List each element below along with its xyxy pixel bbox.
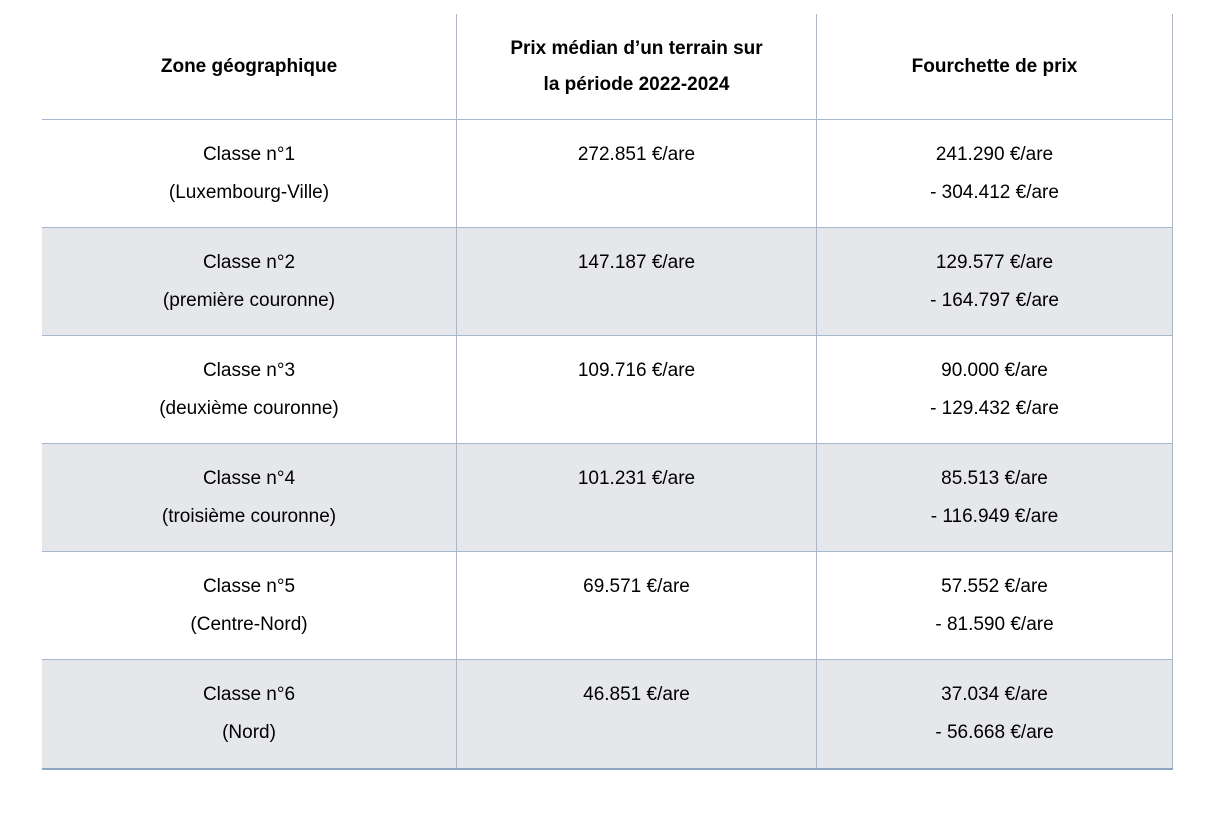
zone-cell: Classe n°5 (Centre-Nord) [42,552,457,659]
median-price-value: 69.571 €/are [583,576,690,597]
median-price-value: 101.231 €/are [577,468,696,489]
zone-cell: Classe n°2 (première couronne) [42,228,457,335]
zone-class-label: Classe n°1 [202,144,296,165]
table-row: Classe n°6 (Nord) 46.851 €/are 37.034 €/… [42,660,1173,768]
range-high-value: - 129.432 €/are [930,398,1059,419]
header-range-label: Fourchette de prix [911,55,1078,77]
range-low-value: 241.290 €/are [935,144,1054,165]
range-high-value: - 304.412 €/are [930,182,1059,203]
price-range-cell: 241.290 €/are - 304.412 €/are [817,120,1173,227]
zone-cell: Classe n°4 (troisième couronne) [42,444,457,551]
header-zone-label: Zone géographique [160,55,338,77]
range-high-value: - 116.949 €/are [930,506,1059,527]
land-price-table: Zone géographique Prix médian d’un terra… [42,14,1173,770]
zone-detail-label: (première couronne) [162,290,336,311]
zone-detail-label: (Nord) [222,722,276,743]
median-price-value: 109.716 €/are [577,360,696,381]
median-price-cell: 147.187 €/are [457,228,817,335]
zone-class-label: Classe n°4 [202,468,296,489]
median-price-cell: 272.851 €/are [457,120,817,227]
table-row: Classe n°2 (première couronne) 147.187 €… [42,228,1173,336]
median-price-cell: 109.716 €/are [457,336,817,443]
range-low-value: 85.513 €/are [941,468,1048,489]
median-price-value: 147.187 €/are [577,252,696,273]
price-range-cell: 57.552 €/are - 81.590 €/are [817,552,1173,659]
price-range-cell: 90.000 €/are - 129.432 €/are [817,336,1173,443]
median-price-cell: 101.231 €/are [457,444,817,551]
median-price-cell: 46.851 €/are [457,660,817,768]
header-price-range-cell: Fourchette de prix [817,14,1173,119]
header-median-line2: la période 2022-2024 [543,73,730,95]
table-row: Classe n°5 (Centre-Nord) 69.571 €/are 57… [42,552,1173,660]
range-high-value: - 81.590 €/are [935,614,1054,635]
table-header-row: Zone géographique Prix médian d’un terra… [42,14,1173,120]
table-row: Classe n°3 (deuxième couronne) 109.716 €… [42,336,1173,444]
price-range-cell: 85.513 €/are - 116.949 €/are [817,444,1173,551]
zone-detail-label: (deuxième couronne) [159,398,339,419]
median-price-value: 46.851 €/are [583,684,690,705]
zone-class-label: Classe n°3 [202,360,296,381]
zone-detail-label: (troisième couronne) [161,506,337,527]
header-zone-cell: Zone géographique [42,14,457,119]
range-high-value: - 56.668 €/are [935,722,1054,743]
price-range-cell: 129.577 €/are - 164.797 €/are [817,228,1173,335]
zone-detail-label: (Centre-Nord) [190,614,308,635]
range-low-value: 57.552 €/are [941,576,1048,597]
range-low-value: 37.034 €/are [941,684,1048,705]
zone-class-label: Classe n°2 [202,252,296,273]
table-row: Classe n°1 (Luxembourg-Ville) 272.851 €/… [42,120,1173,228]
zone-cell: Classe n°1 (Luxembourg-Ville) [42,120,457,227]
median-price-value: 272.851 €/are [577,144,696,165]
table-row: Classe n°4 (troisième couronne) 101.231 … [42,444,1173,552]
zone-detail-label: (Luxembourg-Ville) [168,182,330,203]
zone-cell: Classe n°6 (Nord) [42,660,457,768]
header-median-line1: Prix médian d’un terrain sur [510,37,763,59]
range-high-value: - 164.797 €/are [930,290,1059,311]
header-median-price-cell: Prix médian d’un terrain sur la période … [457,14,817,119]
zone-cell: Classe n°3 (deuxième couronne) [42,336,457,443]
zone-class-label: Classe n°6 [202,684,296,705]
price-range-cell: 37.034 €/are - 56.668 €/are [817,660,1173,768]
range-low-value: 90.000 €/are [941,360,1048,381]
median-price-cell: 69.571 €/are [457,552,817,659]
range-low-value: 129.577 €/are [935,252,1054,273]
zone-class-label: Classe n°5 [202,576,296,597]
